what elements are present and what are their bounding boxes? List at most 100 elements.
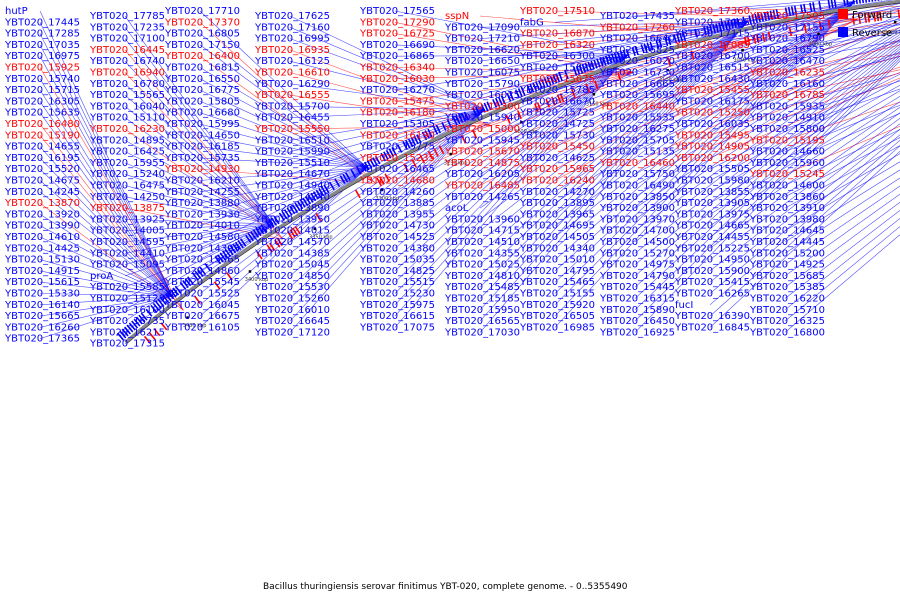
reverse-gene bbox=[483, 102, 489, 112]
reverse-gene bbox=[121, 328, 129, 337]
leader-line bbox=[479, 21, 748, 220]
tick-label: 3350 kbp bbox=[309, 235, 333, 241]
reverse-gene bbox=[224, 248, 232, 258]
gene-label: YBT020_15495 bbox=[674, 130, 750, 141]
gene-label: YBT020_15010 bbox=[519, 255, 595, 266]
leader-line bbox=[784, 23, 900, 39]
gene-label: YBT020_15505 bbox=[674, 164, 750, 175]
reverse-gene bbox=[369, 158, 376, 168]
reverse-gene bbox=[328, 181, 335, 191]
reverse-gene bbox=[255, 227, 262, 237]
leader-line bbox=[479, 21, 748, 175]
reverse-gene bbox=[631, 46, 636, 57]
gene-label: YBT020_15805 bbox=[164, 96, 240, 107]
gene-label: fucI bbox=[675, 300, 693, 311]
gene-label: acoL bbox=[445, 203, 469, 214]
forward-gene bbox=[827, 19, 831, 29]
gene-label: YBT020_14825 bbox=[359, 266, 435, 277]
leader-line bbox=[289, 15, 485, 110]
reverse-gene bbox=[441, 122, 447, 131]
gene-label: YBT020_16940 bbox=[89, 68, 165, 79]
leader-line bbox=[709, 55, 900, 113]
reverse-gene bbox=[432, 126, 439, 135]
leader-line bbox=[39, 214, 173, 297]
gene-label: YBT020_14600 bbox=[749, 181, 825, 192]
tick-label: 3100 kbp bbox=[659, 77, 683, 83]
leader-line bbox=[39, 146, 173, 297]
reverse-gene bbox=[655, 39, 660, 49]
reverse-gene bbox=[133, 318, 141, 327]
leader-line bbox=[394, 44, 628, 56]
reverse-gene bbox=[270, 217, 278, 226]
gene-label: YBT020_16615 bbox=[359, 311, 435, 322]
tick-mark bbox=[186, 316, 189, 319]
leader-line bbox=[39, 157, 173, 297]
gene-label: YBT020_17035 bbox=[4, 40, 80, 51]
reverse-gene bbox=[532, 82, 538, 92]
gene-label: YBT020_16020 bbox=[599, 56, 675, 67]
gene-label: YBT020_14270 bbox=[519, 187, 595, 198]
leader-line bbox=[709, 66, 900, 136]
reverse-gene bbox=[145, 308, 153, 317]
leader-line bbox=[394, 54, 629, 249]
gene-label: YBT020_16180 bbox=[359, 108, 435, 119]
reverse-gene bbox=[289, 205, 296, 215]
legend-forward-label: Forward bbox=[852, 10, 892, 21]
reverse-gene bbox=[157, 299, 165, 308]
reverse-gene bbox=[605, 55, 610, 65]
leader-line bbox=[784, 112, 900, 164]
leader-line bbox=[784, 169, 900, 243]
leader-line bbox=[784, 193, 900, 277]
leader-line bbox=[479, 21, 748, 311]
reverse-gene bbox=[192, 272, 199, 281]
gene-label: YBT020_16775 bbox=[164, 85, 240, 96]
leader-line bbox=[124, 151, 274, 225]
reverse-gene bbox=[581, 63, 587, 73]
leader-line bbox=[554, 1, 856, 272]
reverse-gene bbox=[435, 124, 442, 134]
gene-label: YBT020_16325 bbox=[749, 316, 825, 327]
leader-line bbox=[39, 295, 173, 317]
leader-line bbox=[124, 49, 284, 240]
reverse-gene bbox=[517, 88, 523, 98]
gene-label: YBT020_17150 bbox=[164, 40, 240, 51]
gene-label: YBT020_15195 bbox=[749, 135, 825, 146]
reverse-gene bbox=[492, 98, 498, 108]
reverse-gene bbox=[766, 11, 771, 21]
reverse-gene bbox=[380, 152, 386, 162]
leader-line bbox=[199, 33, 368, 168]
tick-mark bbox=[313, 227, 316, 231]
gene-label: YBT020_16425 bbox=[89, 147, 165, 158]
forward-gene bbox=[226, 272, 233, 281]
reverse-gene bbox=[846, 0, 849, 6]
gene-label: YBT020_16235 bbox=[749, 68, 825, 79]
gene-label: YBT020_15785 bbox=[519, 85, 595, 96]
reverse-gene bbox=[608, 54, 613, 64]
gene-label: YBT020_14010 bbox=[164, 221, 240, 232]
gene-label: YBT020_14925 bbox=[749, 260, 825, 271]
gene-label: YBT020_15065 bbox=[164, 255, 240, 266]
leader-line bbox=[39, 295, 173, 328]
tick-label: 3200 kbp bbox=[514, 129, 538, 135]
gene-label: YBT020_13950 bbox=[254, 214, 330, 225]
gene-label: YBT020_16505 bbox=[519, 311, 595, 322]
gene-label: YBT020_15955 bbox=[89, 158, 165, 169]
gene-label: YBT020_16200 bbox=[674, 153, 750, 164]
reverse-gene bbox=[475, 106, 481, 116]
leader-line bbox=[289, 109, 485, 118]
leader-line bbox=[634, 46, 900, 265]
leader-line bbox=[784, 153, 900, 220]
reverse-gene bbox=[643, 43, 648, 53]
gene-label: YBT020_16460 bbox=[599, 158, 675, 169]
reverse-gene bbox=[830, 0, 834, 9]
leader-line bbox=[784, 53, 900, 73]
gene-label: YBT020_14675 bbox=[4, 176, 80, 187]
reverse-gene bbox=[194, 270, 202, 279]
leader-line bbox=[784, 72, 900, 107]
leader-line bbox=[124, 94, 274, 225]
gene-label: YBT020_16735 bbox=[89, 316, 165, 327]
reverse-gene bbox=[297, 200, 304, 210]
leader-line bbox=[199, 78, 368, 168]
reverse-gene bbox=[227, 247, 234, 256]
forward-gene bbox=[755, 34, 760, 44]
